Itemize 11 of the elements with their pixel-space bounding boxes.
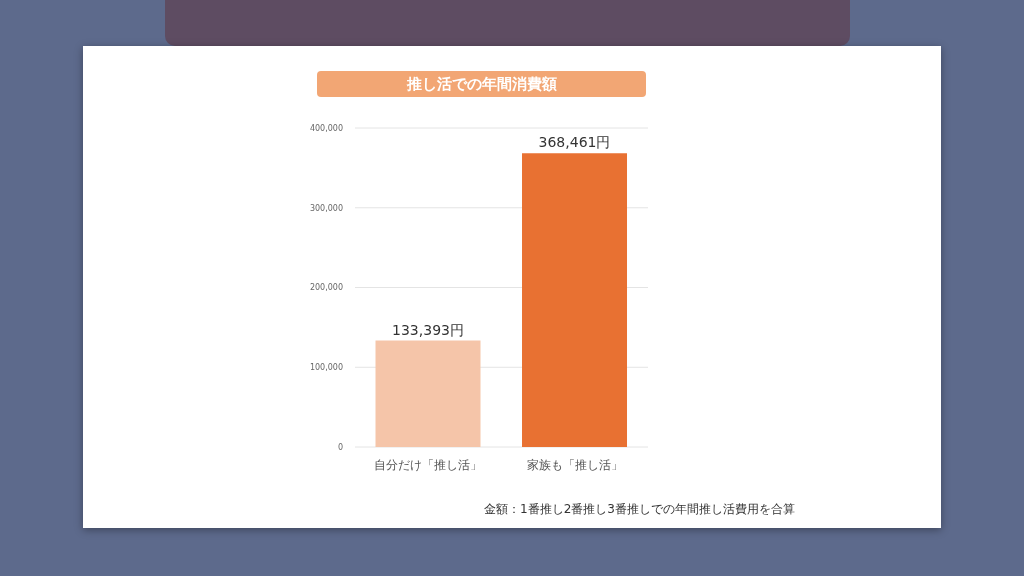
data-label: 133,393円 bbox=[392, 321, 464, 338]
chart-title: 推し活での年間消費額 bbox=[317, 71, 646, 97]
text: 金額：1番推し2番推し3番推しでの年間推し活費用を合算 bbox=[484, 501, 795, 518]
x-tick-label: 家族も「推し活」 bbox=[526, 457, 623, 472]
y-tick-label: 200,000 bbox=[309, 283, 343, 293]
y-tick-label: 400,000 bbox=[309, 123, 343, 133]
data-label: 368,461円 bbox=[538, 134, 611, 151]
y-tick-label: 100,000 bbox=[309, 363, 343, 373]
y-tick-label: 0 bbox=[337, 442, 343, 452]
x-tick-label: 自分だけ「推し活」 bbox=[374, 457, 483, 472]
y-tick-label: 300,000 bbox=[309, 203, 343, 213]
